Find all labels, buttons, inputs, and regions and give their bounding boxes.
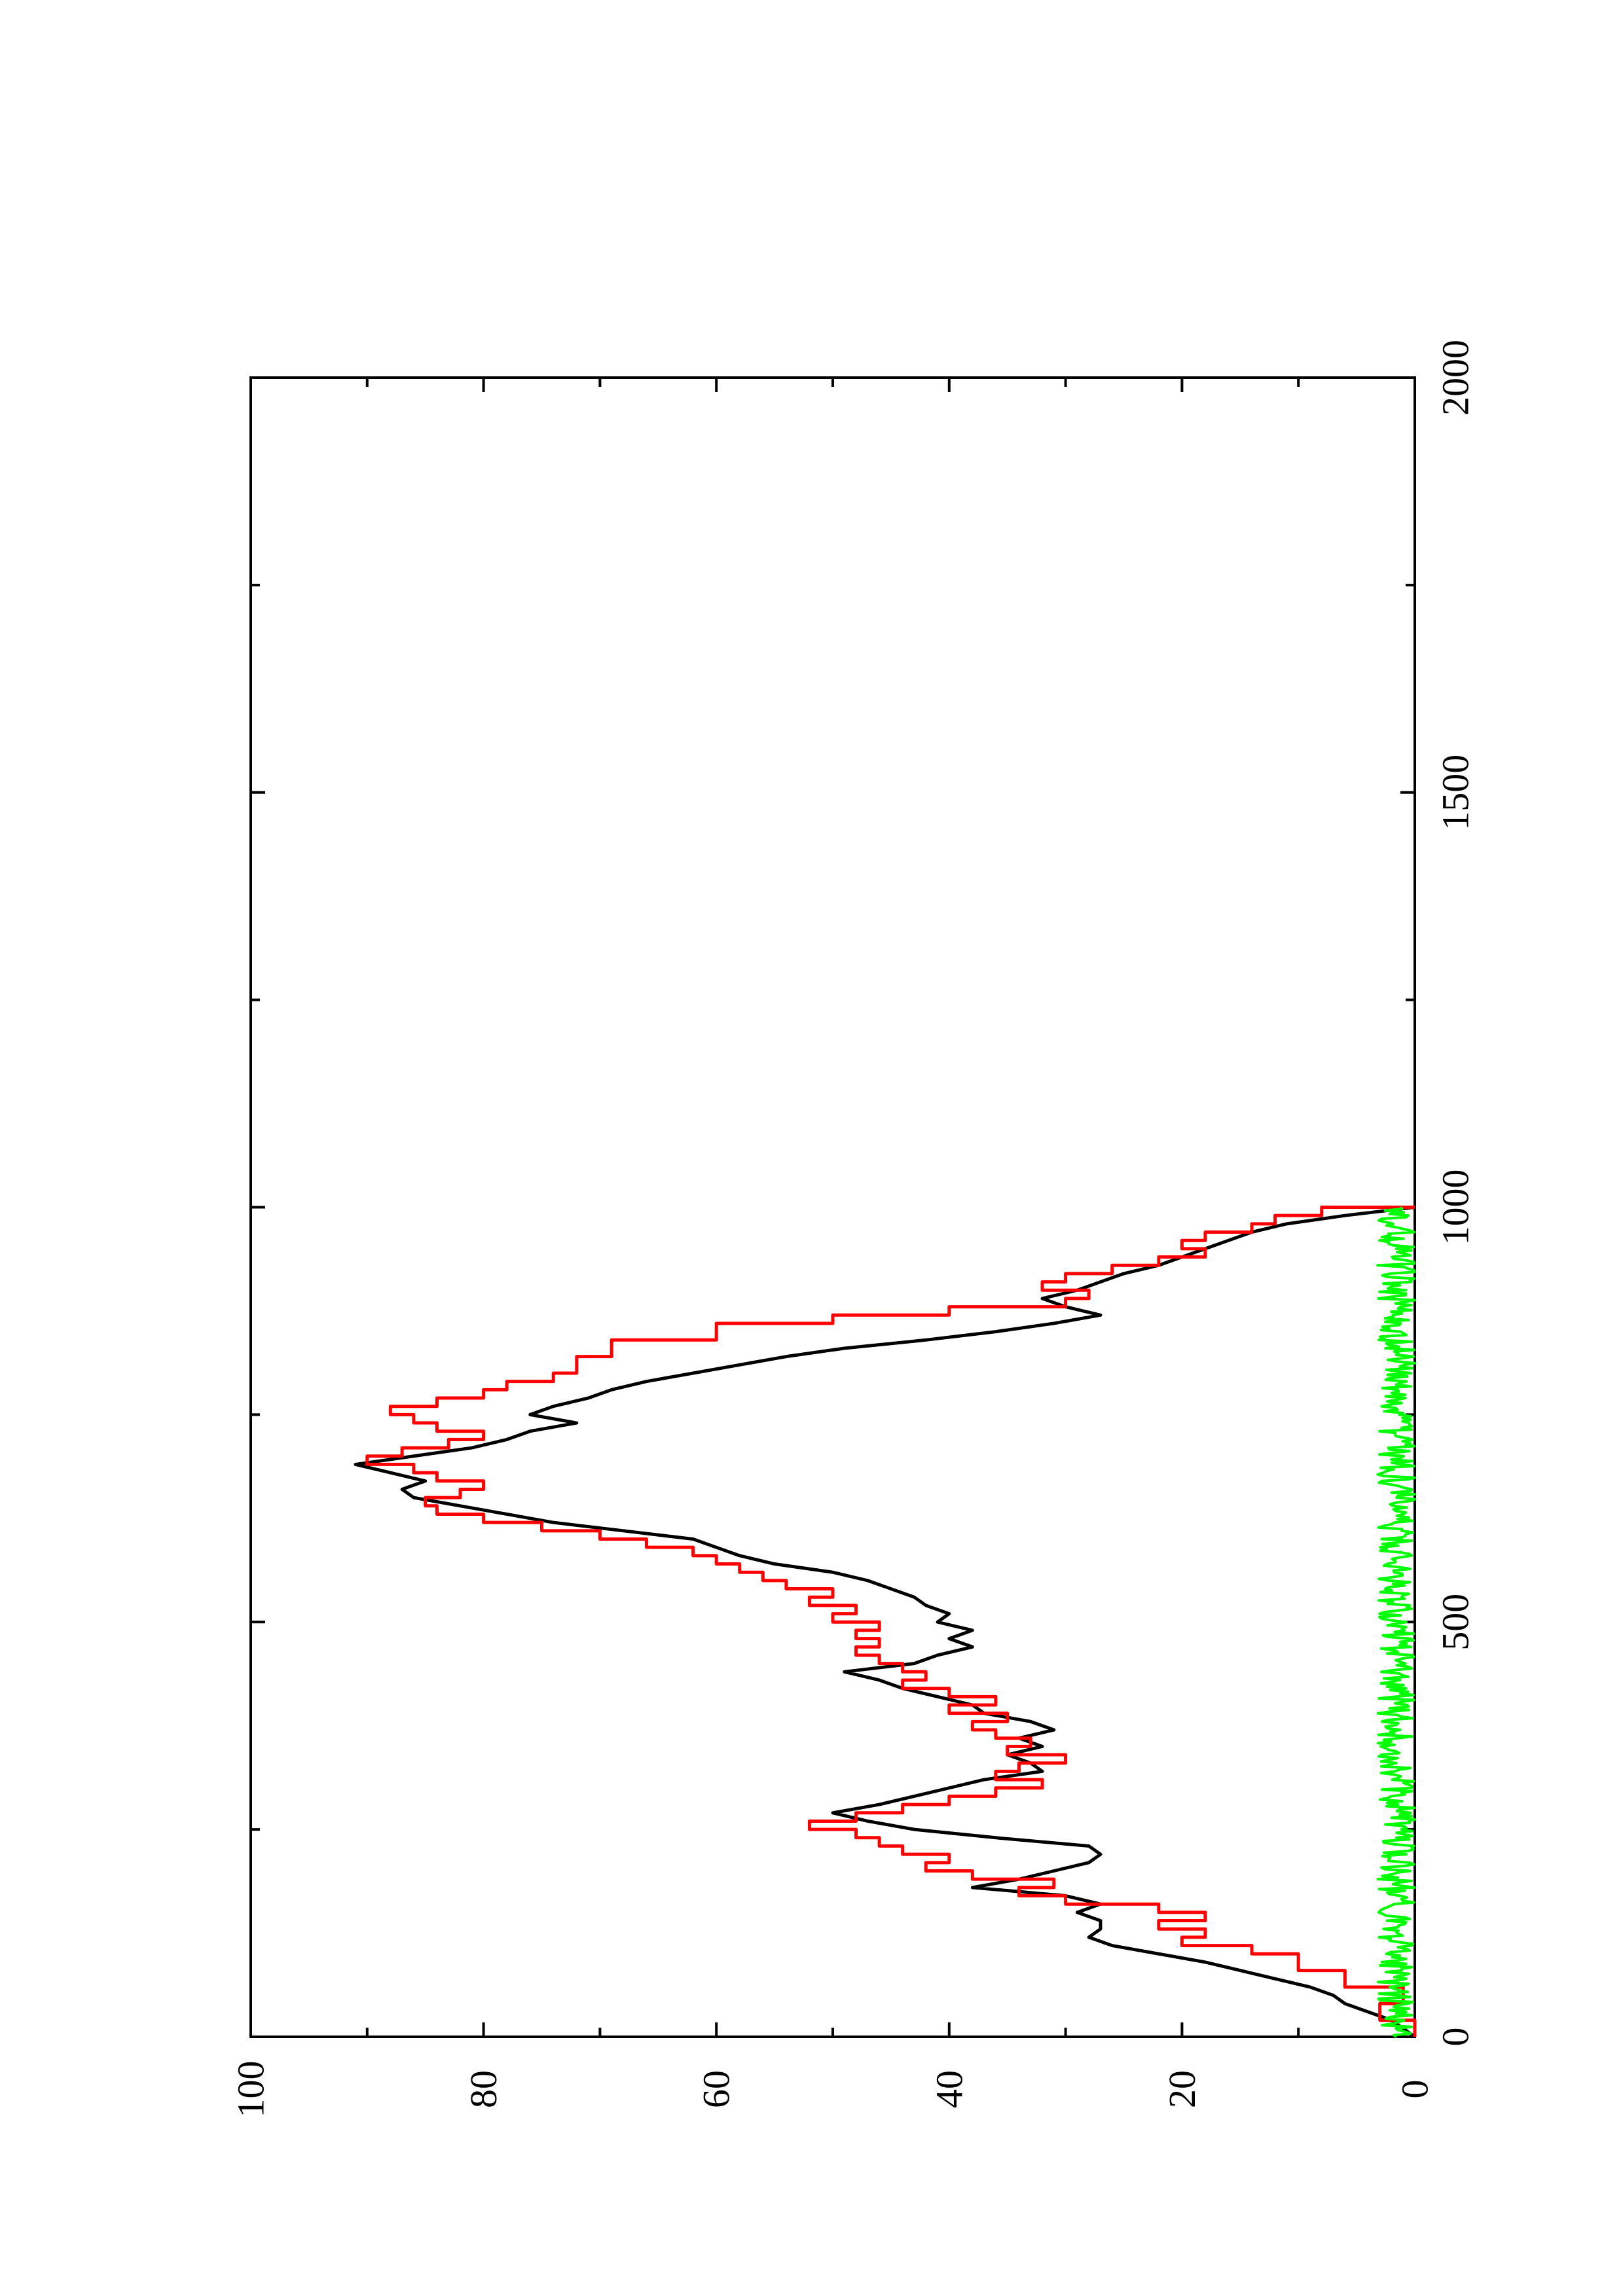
x-tick-label: 1500 <box>1434 755 1477 831</box>
y-tick-label: 40 <box>928 2070 970 2108</box>
x-tick-label: 500 <box>1434 1594 1477 1651</box>
axis-ticks <box>249 376 1416 2038</box>
y-tick-label: 100 <box>230 2061 272 2118</box>
plot-frame <box>249 376 1416 2038</box>
tick-labels: 0 500 1000 1500 2000 0 20 40 60 80 100 <box>230 340 1477 2118</box>
series-line-0 <box>354 1206 1416 2039</box>
y-tick-label: 0 <box>1394 2080 1436 2099</box>
plot-area <box>249 376 1417 2039</box>
x-tick-label: 0 <box>1434 2028 1477 2047</box>
series-layer <box>354 1206 1417 2039</box>
y-tick-label: 20 <box>1161 2070 1203 2108</box>
series-line-2 <box>1376 1206 1416 2038</box>
series-line-1 <box>365 1206 1417 2037</box>
x-tick-label: 2000 <box>1434 340 1477 416</box>
y-tick-label: 60 <box>695 2070 738 2108</box>
x-tick-label: 1000 <box>1434 1170 1477 1246</box>
y-tick-label: 80 <box>462 2070 505 2108</box>
